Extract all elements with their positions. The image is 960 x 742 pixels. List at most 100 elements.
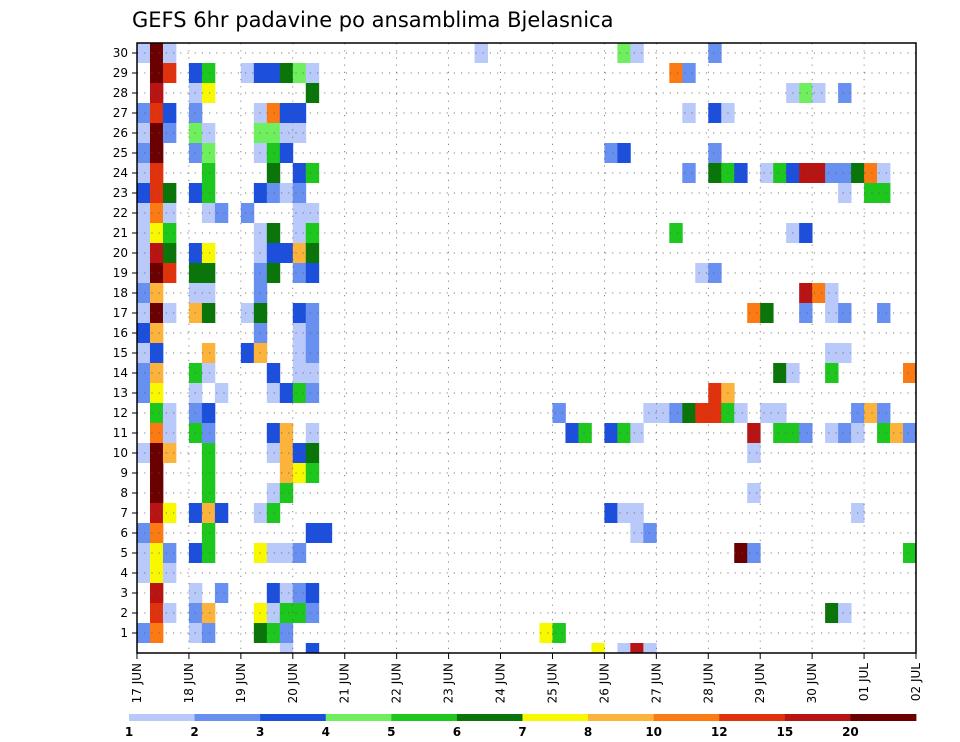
- heatmap-cell: [201, 63, 216, 83]
- heatmap-cell: [630, 423, 644, 443]
- heatmap-cell: [149, 523, 164, 543]
- heatmap-cell: [747, 423, 761, 443]
- y-tick-label: 8: [120, 486, 128, 500]
- heatmap-cell: [292, 543, 307, 563]
- heatmap-cell: [903, 363, 917, 383]
- heatmap-cell: [201, 623, 216, 643]
- heatmap-cell: [162, 443, 177, 463]
- heatmap-cell: [162, 223, 177, 243]
- heatmap-cell: [877, 163, 891, 183]
- y-tick-label: 7: [120, 506, 128, 520]
- heatmap-cell: [266, 503, 281, 523]
- heatmap-cell: [149, 563, 164, 583]
- colorbar-swatch: [325, 714, 392, 721]
- colorbar: 1 2 3 4 5 6 7 8 10 12 15 20: [125, 714, 917, 739]
- heatmap-cell: [812, 83, 826, 103]
- y-tick-label: 12: [113, 406, 128, 420]
- heatmap-cell: [825, 283, 839, 303]
- heatmap-cell: [292, 163, 307, 183]
- heatmap-cell: [137, 163, 151, 183]
- heatmap-cell: [162, 423, 177, 443]
- heatmap-cell: [630, 523, 644, 543]
- heatmap-cell: [137, 563, 151, 583]
- heatmap-cell: [305, 163, 320, 183]
- heatmap-cell: [137, 383, 151, 403]
- heatmap-cell: [695, 403, 709, 423]
- heatmap-cell: [825, 363, 839, 383]
- plot-frame: [136, 42, 917, 654]
- heatmap-cell: [864, 163, 878, 183]
- heatmap-cell: [149, 283, 164, 303]
- heatmap-cell: [292, 223, 307, 243]
- heatmap-cell: [201, 123, 216, 143]
- heatmap-cell: [292, 103, 307, 123]
- heatmap-cell: [137, 203, 151, 223]
- heatmap-cell: [162, 303, 177, 323]
- heatmap-cell: [214, 583, 229, 603]
- y-tick-label: 30: [113, 46, 128, 60]
- heatmap-cell: [799, 163, 813, 183]
- heatmap-cell: [149, 543, 164, 563]
- heatmap-cell: [825, 423, 839, 443]
- heatmap-cell: [305, 323, 320, 343]
- heatmap-cell: [162, 63, 177, 83]
- heatmap-cell: [266, 583, 281, 603]
- x-tick-label: 19 JUN: [234, 663, 248, 703]
- heatmap-cell: [669, 63, 683, 83]
- heatmap-cell: [149, 243, 164, 263]
- colorbar-swatch: [653, 714, 720, 721]
- heatmap-cell: [149, 63, 164, 83]
- heatmap-cell: [137, 263, 151, 283]
- heatmap-cell: [292, 383, 307, 403]
- heatmap-cell: [747, 483, 761, 503]
- colorbar-swatch: [456, 714, 523, 721]
- heatmap-cell: [279, 103, 294, 123]
- heatmap-cell: [292, 263, 307, 283]
- heatmap-cell: [838, 183, 852, 203]
- heatmap-cell: [773, 363, 787, 383]
- y-tick-label: 21: [113, 226, 128, 240]
- heatmap-cell: [149, 423, 164, 443]
- heatmap-cell: [240, 343, 255, 363]
- heatmap-cell: [266, 143, 281, 163]
- heatmap-cell: [149, 183, 164, 203]
- heatmap-cell: [137, 443, 151, 463]
- heatmap-cell: [201, 203, 216, 223]
- heatmap-cell: [137, 303, 151, 323]
- heatmap-cell: [214, 503, 229, 523]
- heatmap-cell: [137, 103, 151, 123]
- y-tick-label: 6: [120, 526, 128, 540]
- heatmap-cell: [617, 503, 631, 523]
- heatmap-cell: [305, 523, 320, 543]
- heatmap-cell: [903, 543, 917, 563]
- heatmap-cell: [760, 403, 774, 423]
- heatmap-cell: [305, 223, 320, 243]
- heatmap-cell: [214, 383, 229, 403]
- y-tick-label: 16: [113, 326, 128, 340]
- heatmap-cell: [162, 43, 177, 63]
- x-tick-label: 25 JUN: [545, 663, 559, 703]
- heatmap-cell: [279, 623, 294, 643]
- y-tick-label: 14: [113, 366, 128, 380]
- y-tick-label: 26: [113, 126, 128, 140]
- heatmap-cell: [877, 183, 891, 203]
- heatmap-cell: [604, 503, 618, 523]
- heatmap-cell: [266, 123, 281, 143]
- x-tick-label: 21 JUN: [338, 663, 352, 703]
- heatmap-cell: [201, 163, 216, 183]
- heatmap-cell: [137, 283, 151, 303]
- heatmap-cell: [137, 223, 151, 243]
- heatmap-cell: [201, 363, 216, 383]
- heatmap-cell: [292, 603, 307, 623]
- heatmap-cell: [630, 43, 644, 63]
- heatmap-cell: [630, 643, 644, 653]
- y-tick-label: 1: [120, 626, 128, 640]
- heatmap-cell: [137, 243, 151, 263]
- heatmap-cell: [279, 183, 294, 203]
- colorbar-swatch: [129, 714, 195, 721]
- heatmap-cell: [643, 643, 657, 653]
- heatmap-cell: [137, 43, 151, 63]
- heatmap-cell: [201, 263, 216, 283]
- heatmap-cell: [149, 43, 164, 63]
